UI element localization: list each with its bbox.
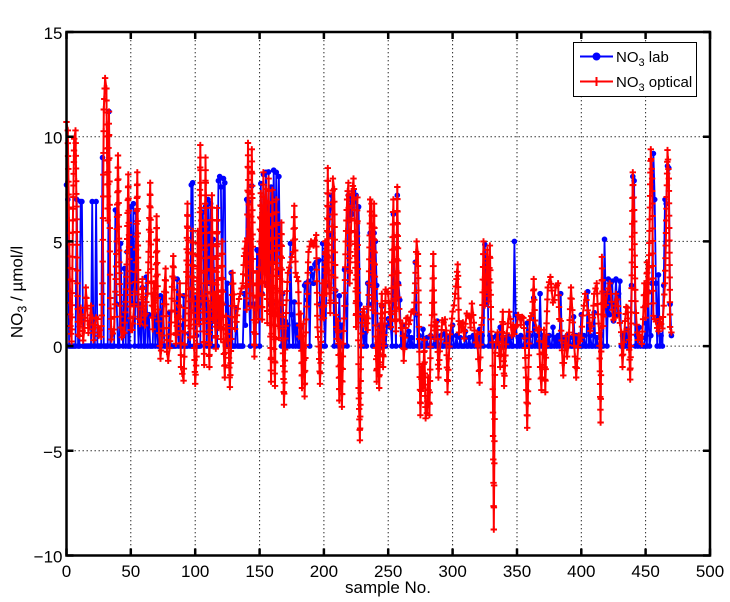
svg-text:200: 200 [310,562,338,581]
svg-text:450: 450 [631,562,659,581]
svg-text:10: 10 [44,129,63,148]
svg-text:15: 15 [44,24,63,43]
svg-text:NO3 / µmol/l: NO3 / µmol/l [8,246,30,338]
svg-text:NO3 optical: NO3 optical [616,74,692,94]
svg-text:350: 350 [503,562,531,581]
svg-text:5: 5 [53,233,62,252]
svg-text:100: 100 [181,562,209,581]
svg-text:0: 0 [53,338,62,357]
svg-text:300: 300 [438,562,466,581]
svg-text:250: 250 [374,562,402,581]
svg-text:150: 150 [245,562,273,581]
svg-text:400: 400 [567,562,595,581]
svg-text:NO3 lab: NO3 lab [616,49,669,69]
svg-text:sample No.: sample No. [345,578,431,597]
svg-text:−5: −5 [43,443,62,462]
svg-text:−10: −10 [34,548,63,567]
svg-text:0: 0 [62,562,71,581]
svg-text:50: 50 [121,562,140,581]
svg-text:500: 500 [696,562,724,581]
